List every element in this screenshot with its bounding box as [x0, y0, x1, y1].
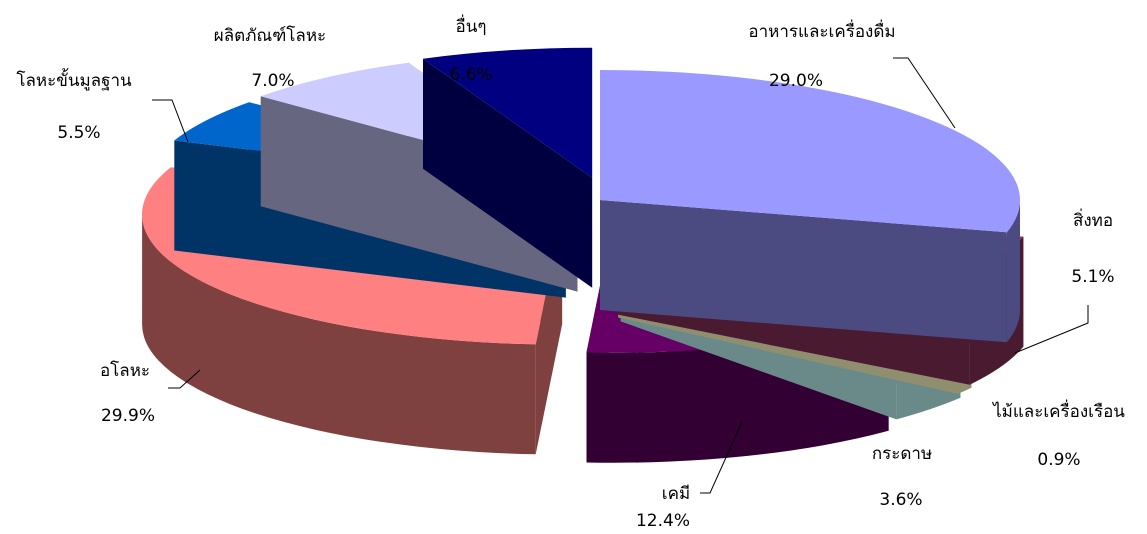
leader-food — [893, 57, 956, 129]
slice-label-paper: กระดาษ — [872, 444, 932, 464]
slice-label-others: อื่นๆ — [456, 14, 487, 37]
slice-value-food: 29.0% — [769, 71, 823, 91]
pie-slice-top-others — [423, 47, 593, 178]
slice-label-chemical: เคมี — [662, 484, 690, 504]
pie-slice-side-food-1 — [600, 200, 1007, 343]
slices-group — [141, 47, 1024, 463]
leader-basemetal — [152, 99, 189, 143]
slice-value-paper: 3.6% — [879, 490, 922, 510]
slice-label-metalproducts: ผลิตภัณฑ์โลหะ — [214, 25, 326, 46]
slice-label-textile: สิ่งทอ — [1073, 208, 1113, 231]
labels-group: อาหารและเครื่องดื่ม 29.0% สิ่งทอ 5.1% ไม… — [16, 14, 1125, 531]
slice-value-metalproducts: 7.0% — [251, 71, 294, 91]
slice-value-textile: 5.1% — [1071, 267, 1114, 287]
pie-slice-others — [423, 47, 593, 288]
slice-value-nonmetal: 29.9% — [101, 406, 155, 426]
leader-chemical — [700, 421, 743, 494]
slice-label-basemetal: โลหะขั้นมูลฐาน — [16, 68, 132, 91]
slice-label-food: อาหารและเครื่องดื่ม — [748, 19, 895, 42]
slice-value-wood: 0.9% — [1037, 450, 1080, 470]
slice-value-others: 6.6% — [449, 65, 492, 85]
leader-textile — [1014, 305, 1089, 354]
leader-lines-group — [152, 57, 1089, 494]
pie-slice-rim-food — [1006, 200, 1020, 343]
slice-value-basemetal: 5.5% — [57, 123, 100, 143]
pie-slice-food — [600, 70, 1020, 343]
leader-nonmetal — [168, 369, 201, 389]
slice-label-nonmetal: อโลหะ — [100, 360, 150, 381]
slice-value-chemical: 12.4% — [636, 511, 690, 531]
pie-slice-top-food — [600, 70, 1020, 233]
pie-slice-rim-nonmetal — [142, 214, 536, 455]
pie-slice-side-others-0 — [423, 58, 593, 288]
slice-label-wood: ไม้และเครื่องเรือน — [991, 399, 1125, 422]
pie-slice-side-metalproducts-0 — [260, 96, 578, 292]
